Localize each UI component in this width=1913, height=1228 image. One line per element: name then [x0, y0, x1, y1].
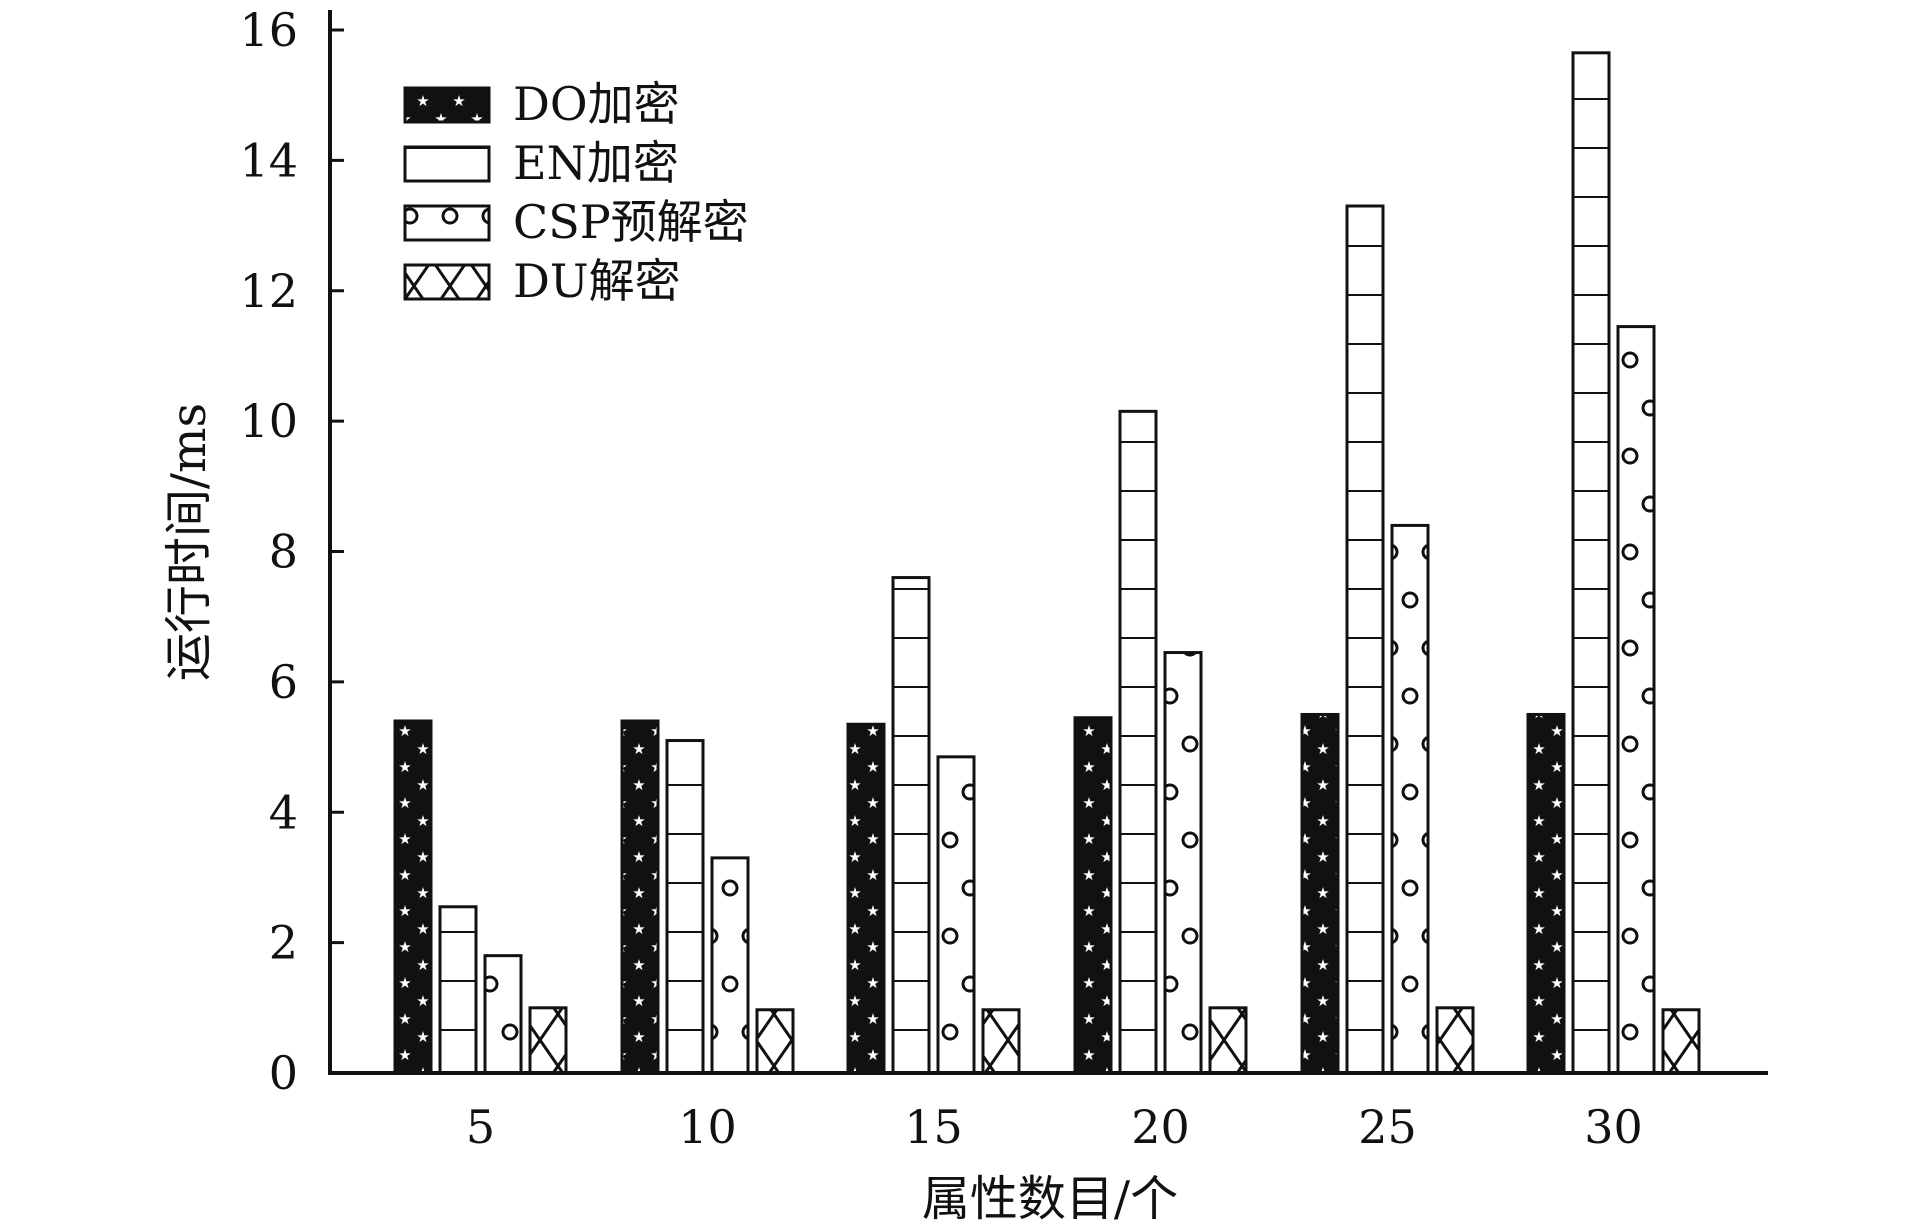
- y-axis-title: 运行时间/ms: [161, 403, 217, 681]
- bar-circles-25: [1390, 523, 1430, 1075]
- x-tick-label: 30: [1584, 1100, 1643, 1154]
- bar-cross-20: [1208, 1006, 1248, 1075]
- bar-circles-30: [1616, 325, 1656, 1075]
- bar-circles-10: [710, 856, 750, 1075]
- x-axis-title: 属性数目/个: [922, 1171, 1178, 1227]
- bar-horizontal-lines-5: [438, 905, 478, 1075]
- x-tick-label: 25: [1358, 1100, 1417, 1154]
- y-tick-label: 0: [269, 1046, 298, 1100]
- legend-label: CSP预解密: [513, 195, 749, 249]
- bar-horizontal-lines-25: [1345, 204, 1385, 1075]
- x-tick-label: 5: [466, 1100, 495, 1154]
- bar-cross-10: [755, 1008, 795, 1075]
- y-tick-label: 2: [269, 916, 298, 970]
- x-tick-label: 20: [1131, 1100, 1190, 1154]
- y-tick-label: 16: [239, 3, 298, 57]
- bar-cross-5: [528, 1006, 568, 1075]
- legend-swatch: [403, 263, 491, 301]
- y-tick-label: 10: [239, 394, 298, 448]
- bar-cross-30: [1661, 1008, 1701, 1075]
- y-tick-label: 6: [269, 655, 298, 709]
- legend-label: DO加密: [513, 77, 680, 131]
- bar-stars-20: [1073, 716, 1113, 1075]
- bar-stars-15: [846, 722, 886, 1075]
- bar-stars-25: [1300, 712, 1340, 1075]
- legend-swatch: [403, 86, 491, 124]
- bar-cross-25: [1435, 1006, 1475, 1075]
- legend-swatch: [403, 145, 491, 183]
- y-tick-label: 8: [269, 525, 298, 579]
- y-tick-label: 14: [239, 133, 298, 187]
- bar-stars-30: [1526, 712, 1566, 1075]
- legend-label: DU解密: [513, 254, 681, 308]
- bar-horizontal-lines-10: [665, 739, 705, 1075]
- y-axis-ticks: 0 2 4 6 8 10 12 14 16: [239, 3, 344, 1100]
- bar-circles-20: [1163, 651, 1203, 1075]
- bars-group: [393, 51, 1701, 1075]
- bar-circles-15: [936, 755, 976, 1075]
- x-axis-ticks: 5 10 15 20 25 30: [466, 1100, 1643, 1154]
- bar-horizontal-lines-15: [891, 576, 931, 1075]
- bar-horizontal-lines-30: [1571, 51, 1611, 1075]
- y-tick-label: 4: [269, 785, 298, 839]
- axis-lines: [328, 10, 1768, 1075]
- bar-circles-5: [483, 954, 523, 1075]
- x-tick-label: 15: [904, 1100, 963, 1154]
- y-tick-label: 12: [239, 264, 298, 318]
- bar-stars-10: [620, 719, 660, 1075]
- legend-swatch: [403, 204, 491, 242]
- bar-stars-5: [393, 719, 433, 1075]
- legend-label: EN加密: [513, 136, 679, 190]
- x-tick-label: 10: [678, 1100, 737, 1154]
- bar-horizontal-lines-20: [1118, 409, 1158, 1075]
- bar-cross-15: [981, 1008, 1021, 1075]
